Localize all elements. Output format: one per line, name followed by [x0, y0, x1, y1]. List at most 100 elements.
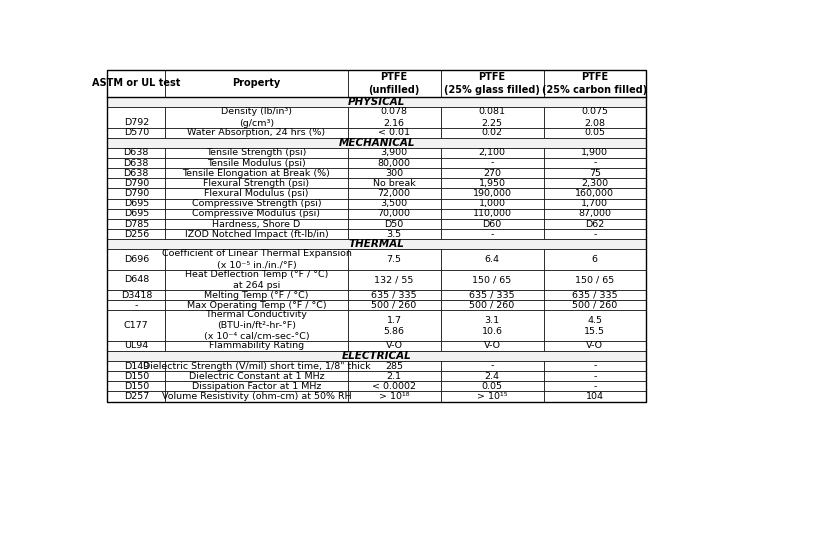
- Text: 270: 270: [483, 169, 501, 178]
- Bar: [108, 300, 165, 310]
- Bar: [347, 371, 441, 381]
- Bar: [441, 249, 543, 270]
- Bar: [108, 199, 165, 209]
- Text: 1,000: 1,000: [479, 199, 505, 208]
- Bar: [543, 371, 646, 381]
- Text: -: -: [490, 362, 494, 370]
- Text: 300: 300: [385, 169, 403, 178]
- Bar: [165, 249, 347, 270]
- Bar: [543, 148, 646, 158]
- Bar: [543, 168, 646, 178]
- Bar: [165, 107, 347, 128]
- Text: D60: D60: [482, 220, 502, 229]
- Bar: [441, 371, 543, 381]
- Bar: [543, 128, 646, 138]
- Text: ELECTRICAL: ELECTRICAL: [342, 351, 412, 361]
- Bar: [165, 300, 347, 310]
- Text: 500 / 260: 500 / 260: [470, 301, 514, 310]
- Bar: [347, 290, 441, 300]
- Text: D638: D638: [123, 149, 149, 157]
- Bar: [347, 381, 441, 391]
- Text: Hardness, Shore D: Hardness, Shore D: [213, 220, 300, 229]
- Bar: [108, 391, 165, 402]
- Bar: [441, 361, 543, 371]
- Bar: [441, 148, 543, 158]
- Text: C177: C177: [124, 321, 149, 330]
- Bar: [441, 219, 543, 229]
- Bar: [441, 70, 543, 98]
- Text: D785: D785: [124, 220, 149, 229]
- Text: D790: D790: [124, 179, 149, 188]
- Bar: [543, 209, 646, 219]
- Bar: [108, 310, 165, 341]
- Bar: [441, 391, 543, 402]
- Text: -: -: [490, 230, 494, 239]
- Text: PTFE
(25% carbon filled): PTFE (25% carbon filled): [543, 72, 648, 95]
- Text: 190,000: 190,000: [472, 189, 512, 198]
- Bar: [543, 300, 646, 310]
- Text: 150 / 65: 150 / 65: [472, 275, 512, 284]
- Bar: [441, 270, 543, 290]
- Bar: [108, 70, 646, 402]
- Text: Compressive Strength (psi): Compressive Strength (psi): [192, 199, 321, 208]
- Text: -: -: [490, 158, 494, 168]
- Bar: [165, 199, 347, 209]
- Bar: [165, 178, 347, 189]
- Text: 635 / 335: 635 / 335: [469, 290, 515, 300]
- Bar: [543, 341, 646, 351]
- Text: D150: D150: [124, 372, 149, 381]
- Bar: [347, 128, 441, 138]
- Text: 0.081
2.25: 0.081 2.25: [479, 107, 505, 128]
- Bar: [543, 107, 646, 128]
- Text: -: -: [593, 372, 596, 381]
- Text: 2,100: 2,100: [479, 149, 505, 157]
- Text: D790: D790: [124, 189, 149, 198]
- Bar: [347, 199, 441, 209]
- Text: 635 / 335: 635 / 335: [572, 290, 618, 300]
- Bar: [441, 381, 543, 391]
- Bar: [165, 391, 347, 402]
- Text: Volume Resistivity (ohm-cm) at 50% RH: Volume Resistivity (ohm-cm) at 50% RH: [161, 392, 351, 401]
- Text: 2.1: 2.1: [386, 372, 401, 381]
- Text: V-O: V-O: [484, 341, 500, 350]
- Text: D695: D695: [124, 199, 149, 208]
- Text: 2,300: 2,300: [581, 179, 609, 188]
- Bar: [165, 209, 347, 219]
- Text: 6.4: 6.4: [485, 255, 500, 264]
- Bar: [543, 310, 646, 341]
- Bar: [165, 158, 347, 168]
- Text: D50: D50: [385, 220, 404, 229]
- Text: 0.05: 0.05: [584, 128, 605, 137]
- Bar: [165, 70, 347, 98]
- Text: D257: D257: [124, 392, 149, 401]
- Text: D695: D695: [124, 209, 149, 219]
- Bar: [347, 391, 441, 402]
- Text: Water Absorption, 24 hrs (%): Water Absorption, 24 hrs (%): [188, 128, 326, 137]
- Text: D638: D638: [123, 158, 149, 168]
- Bar: [347, 189, 441, 199]
- Text: 110,000: 110,000: [472, 209, 512, 219]
- Bar: [165, 148, 347, 158]
- Text: -: -: [135, 301, 138, 310]
- Bar: [108, 98, 646, 107]
- Text: > 10¹⁸: > 10¹⁸: [379, 392, 409, 401]
- Text: D570: D570: [124, 128, 149, 137]
- Text: -: -: [593, 230, 596, 239]
- Bar: [543, 290, 646, 300]
- Text: < 0.0002: < 0.0002: [372, 382, 416, 391]
- Text: 635 / 335: 635 / 335: [371, 290, 417, 300]
- Bar: [441, 107, 543, 128]
- Bar: [441, 341, 543, 351]
- Bar: [165, 270, 347, 290]
- Bar: [347, 209, 441, 219]
- Text: Flexural Modulus (psi): Flexural Modulus (psi): [204, 189, 308, 198]
- Text: D3418: D3418: [121, 290, 152, 300]
- Bar: [347, 341, 441, 351]
- Text: THERMAL: THERMAL: [349, 239, 404, 249]
- Text: D792: D792: [124, 118, 149, 127]
- Text: Property: Property: [232, 78, 280, 88]
- Text: 72,000: 72,000: [377, 189, 410, 198]
- Text: 1.7
5.86: 1.7 5.86: [384, 316, 404, 335]
- Text: 0.075
2.08: 0.075 2.08: [581, 107, 608, 128]
- Text: D256: D256: [124, 230, 149, 239]
